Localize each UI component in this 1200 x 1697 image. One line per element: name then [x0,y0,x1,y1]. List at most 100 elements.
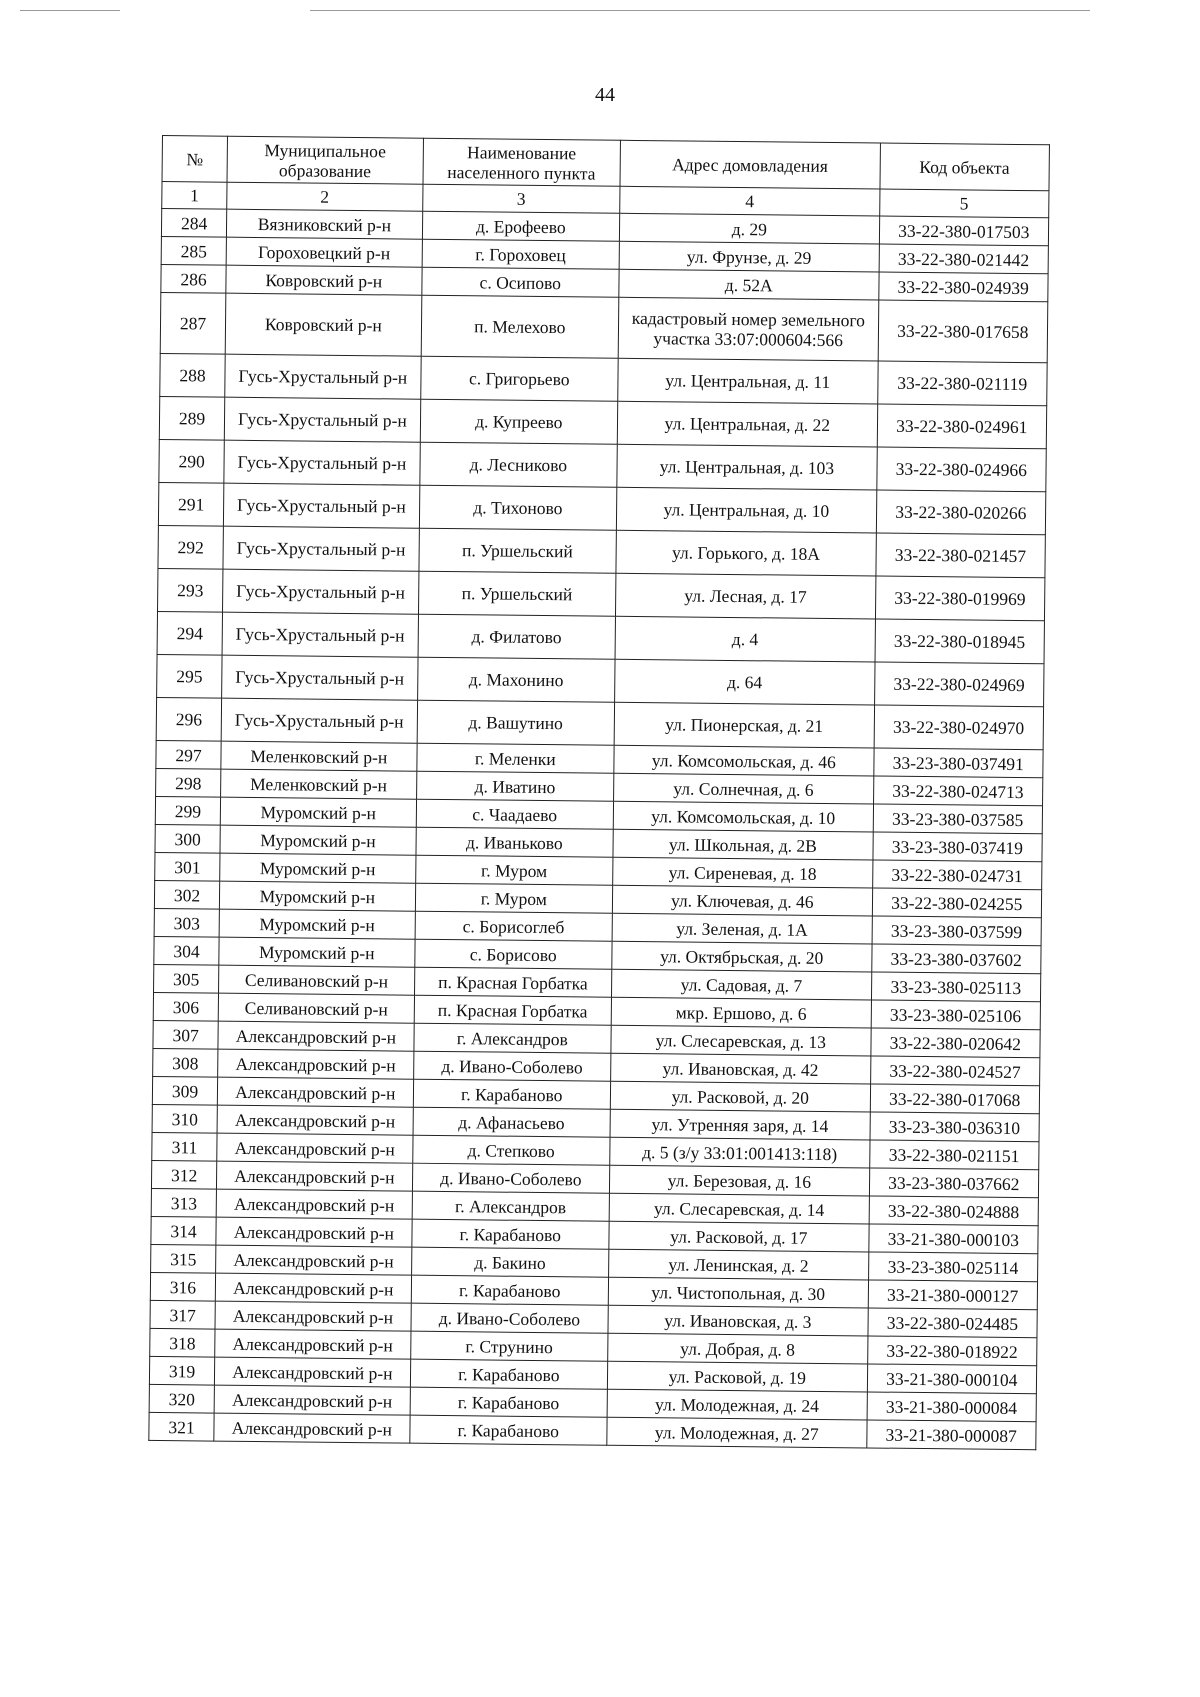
cell-object-code: 33-21-380-000087 [866,1419,1037,1450]
cell-number: 284 [161,208,227,238]
cell-settlement: д. Купреево [419,399,618,445]
cell-number: 296 [156,697,222,742]
cell-municipality: Муромский р-н [219,909,415,940]
cell-settlement: г. Гороховец [421,239,620,270]
cell-settlement: г. Александров [413,1023,612,1054]
cell-address: ул. Слесаревская, д. 13 [610,1025,871,1056]
cell-address: ул. Фрунзе, д. 29 [619,241,879,273]
cell-number: 300 [154,824,221,854]
cell-settlement: д. Ивано-Соболево [413,1051,611,1082]
cell-number: 290 [158,439,225,484]
header-address: Адрес домовладения [620,140,881,190]
cell-address: ул. Лесная, д. 17 [615,573,876,619]
page-number: 44 [595,84,615,106]
cell-settlement: д. Тихоново [418,485,617,531]
cell-number: 293 [157,568,224,613]
cell-municipality: Гороховецкий р-н [226,237,423,268]
cell-address: ул. Центральная, д. 22 [617,401,878,448]
cell-municipality: Муромский р-н [220,825,416,856]
cell-settlement: г. Карабаново [409,1415,608,1446]
cell-municipality: Александровский р-н [213,1413,410,1444]
cell-settlement: д. Вашутино [416,700,615,746]
cell-object-code: 33-23-380-037491 [873,747,1044,778]
column-number: 2 [226,182,423,212]
cell-municipality: Гусь-Хрустальный р-н [224,397,421,443]
cell-object-code: 33-21-380-000103 [868,1223,1039,1254]
cell-number: 308 [152,1048,219,1078]
cell-settlement: с. Григорьево [420,356,619,402]
cell-object-code: 33-22-380-020642 [870,1027,1041,1058]
cell-object-code: 33-22-380-024970 [873,704,1044,750]
cell-number: 302 [154,880,220,910]
cell-municipality: Гусь-Хрустальный р-н [221,655,418,701]
cell-address: ул. Ивановская, д. 42 [610,1053,871,1084]
cell-municipality: Меленковский р-н [221,741,417,772]
cell-address: ул. Ключевая, д. 46 [612,885,873,916]
cell-address: ул. Пионерская, д. 21 [614,702,875,748]
cell-object-code: 33-22-380-017503 [878,216,1049,246]
cell-address: ул. Слесаревская, д. 14 [609,1193,870,1224]
cell-object-code: 33-23-380-037602 [871,943,1042,974]
cell-address: мкр. Ершово, д. 6 [611,997,872,1028]
column-number: 4 [619,186,880,217]
cell-settlement: д. Ивано-Соболево [410,1303,609,1334]
cell-municipality: Александровский р-н [215,1245,412,1276]
cell-settlement: г. Карабаново [411,1219,610,1250]
cell-object-code: 33-22-380-018945 [874,618,1045,664]
cell-number: 301 [154,852,221,882]
cell-number: 305 [153,964,219,994]
cell-settlement: с. Осипово [421,267,620,298]
cell-object-code: 33-22-380-021119 [877,361,1048,406]
cell-number: 313 [151,1188,217,1218]
cell-municipality: Муромский р-н [219,881,416,912]
cell-address: д. 5 (з/у 33:01:001413:118) [609,1137,870,1168]
cell-municipality: Ковровский р-н [225,293,422,357]
cell-number: 288 [159,353,226,398]
cell-object-code: 33-22-380-024961 [876,404,1047,449]
cell-settlement: г. Меленки [416,743,615,774]
cell-municipality: Гусь-Хрустальный р-н [222,612,419,658]
cell-object-code: 33-22-380-021457 [875,532,1046,578]
cell-number: 299 [155,796,221,826]
cell-address: ул. Расковой, д. 19 [607,1361,868,1392]
cell-address: ул. Молодежная, д. 27 [606,1417,867,1448]
cell-address: ул. Центральная, д. 103 [616,444,877,491]
cell-settlement: п. Красная Горбатка [413,995,612,1026]
cell-number: 318 [149,1328,216,1358]
cell-address: д. 4 [615,616,876,662]
cell-settlement: п. Красная Горбатка [414,967,612,998]
cell-address: ул. Центральная, д. 11 [617,358,878,405]
cell-settlement: г. Александров [411,1191,610,1222]
cell-number: 309 [152,1076,218,1106]
cell-municipality: Селивановский р-н [218,993,415,1024]
cell-municipality: Селивановский р-н [218,965,415,996]
cell-object-code: 33-22-380-024713 [873,775,1043,806]
cell-municipality: Муромский р-н [220,797,417,828]
cell-municipality: Меленковский р-н [220,769,417,800]
cell-address: ул. Горького, д. 18А [615,530,876,576]
cell-number: 310 [152,1104,218,1134]
cell-municipality: Александровский р-н [215,1273,412,1304]
cell-object-code: 33-22-380-024939 [878,272,1049,302]
cell-municipality: Ковровский р-н [225,265,422,296]
cell-number: 289 [159,396,225,441]
cell-object-code: 33-22-380-018922 [867,1335,1037,1366]
cell-object-code: 33-22-380-024731 [872,859,1042,890]
cell-municipality: Муромский р-н [219,853,416,884]
cell-number: 285 [161,236,227,266]
cell-object-code: 33-21-380-000084 [866,1391,1037,1422]
cell-settlement: д. Махонино [417,657,616,703]
cell-object-code: 33-23-380-025106 [870,999,1041,1030]
column-number: 1 [161,181,228,210]
cell-settlement: п. Мелехово [420,295,619,359]
cell-settlement: д. Бакино [411,1247,609,1278]
cell-number: 294 [157,611,223,656]
cell-municipality: Александровский р-н [217,1049,414,1080]
cell-settlement: д. Степково [412,1135,611,1166]
cell-number: 286 [160,264,227,294]
cell-number: 303 [154,908,220,938]
cell-municipality: Гусь-Хрустальный р-н [224,354,421,400]
cell-address: ул. Сиреневая, д. 18 [612,857,873,888]
cell-address: ул. Добрая, д. 8 [607,1333,868,1364]
cell-municipality: Александровский р-н [214,1357,411,1388]
